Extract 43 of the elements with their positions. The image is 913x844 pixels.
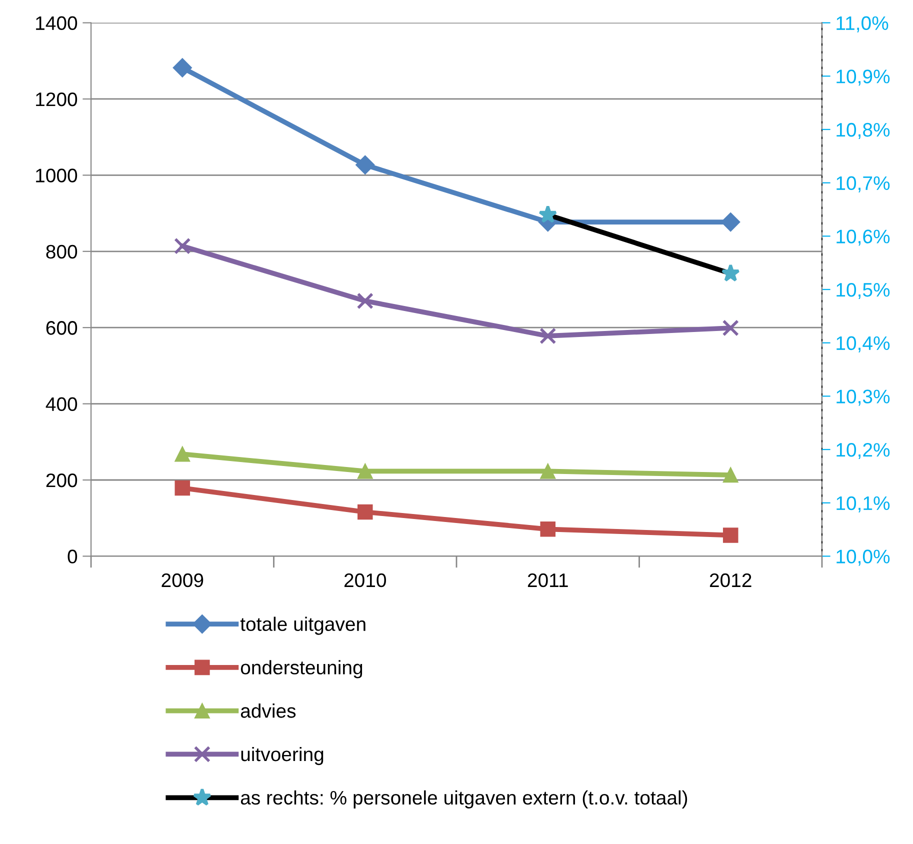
legend-label: ondersteuning bbox=[240, 660, 362, 678]
x-tick-label: 2011 bbox=[528, 573, 568, 588]
x-tick-label: 2010 bbox=[344, 573, 386, 588]
x-tick-label: 2012 bbox=[710, 573, 752, 588]
point bbox=[174, 446, 190, 462]
y-tick-label: 1000 bbox=[36, 168, 78, 182]
y2-tick-label: 10,7% bbox=[836, 176, 890, 192]
point bbox=[357, 504, 373, 520]
point bbox=[722, 528, 738, 543]
y-tick-label: 200 bbox=[46, 473, 78, 488]
point bbox=[722, 467, 738, 483]
legend-label: as rechts: % personele uitgaven extern (t.o.v. totaal) bbox=[240, 790, 688, 808]
y-tick-label: 0 bbox=[68, 550, 78, 564]
y2-tick-label: 10,1% bbox=[836, 496, 890, 512]
point bbox=[540, 522, 556, 537]
y-tick-label: 800 bbox=[46, 244, 78, 259]
legend-label: uitvoering bbox=[241, 746, 324, 766]
y-tick-label: 600 bbox=[46, 321, 78, 335]
y2-tick-label: 10,8% bbox=[836, 122, 890, 140]
y2-tick-label: 11,0% bbox=[836, 16, 888, 32]
point bbox=[722, 320, 739, 336]
point bbox=[721, 212, 740, 232]
y2-tick-label: 10,2% bbox=[836, 442, 890, 460]
point bbox=[540, 328, 556, 344]
y2-tick-label: 10,5% bbox=[836, 282, 890, 300]
y-tick-label: 1200 bbox=[36, 92, 78, 106]
y-tick-label: 1400 bbox=[36, 16, 78, 30]
y-tick-label: 400 bbox=[46, 397, 78, 412]
legend-label: totale uitgaven bbox=[240, 616, 366, 635]
legend-label: advies bbox=[240, 704, 296, 718]
y2-tick-label: 10,9% bbox=[836, 70, 890, 86]
y2-tick-label: 10,3% bbox=[836, 390, 890, 406]
y2-tick-label: 10,4% bbox=[836, 336, 890, 352]
point bbox=[174, 480, 190, 496]
point bbox=[356, 155, 375, 174]
point bbox=[357, 464, 373, 479]
y2-tick-label: 10,0% bbox=[836, 550, 890, 566]
point bbox=[172, 58, 192, 78]
point bbox=[356, 292, 374, 310]
point bbox=[540, 464, 556, 479]
x-tick-label: 2009 bbox=[162, 573, 204, 588]
point bbox=[174, 238, 191, 254]
y2-tick-label: 10,6% bbox=[836, 230, 890, 246]
